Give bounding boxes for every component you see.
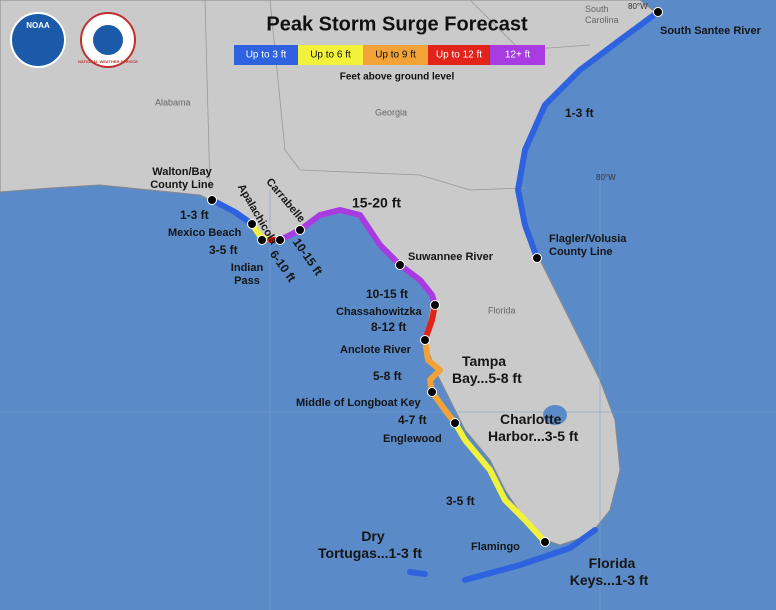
- legend-label: 12+ ft: [505, 50, 531, 61]
- location-label: Indian Pass: [231, 262, 264, 287]
- location-label: Anclote River: [340, 344, 412, 356]
- surge-amount: 3-5 ft: [209, 243, 238, 257]
- location-label: Flagler/Volusia County Line: [549, 233, 627, 258]
- nws-text: NATIONAL WEATHER SERVICE: [78, 59, 138, 64]
- surge-segment: [209, 197, 255, 227]
- legend: Up to 3 ft Up to 6 ft Up to 9 ft Up to 12 f…: [234, 45, 545, 65]
- label-line: County Line: [549, 246, 613, 258]
- label-line: Harbor...3-5 ft: [488, 428, 579, 444]
- label-line: Flagler/Volusia: [549, 233, 627, 245]
- surge-amount: 1-3 ft: [180, 208, 209, 222]
- location-label: Walton/Bay County Line: [150, 166, 214, 191]
- label-line: County Line: [150, 179, 214, 191]
- noaa-text: NOAA: [26, 21, 50, 30]
- location-label: Middle of Longboat Key: [296, 397, 422, 409]
- surge-segment: [422, 337, 443, 395]
- label-line: Bay...5-8 ft: [452, 370, 522, 386]
- surge-segment: [422, 302, 438, 343]
- state-label: South Carolina: [585, 4, 619, 25]
- surge-segment: [462, 527, 598, 583]
- label-line: Dry: [361, 528, 385, 544]
- surge-amount: 1-3 ft: [565, 106, 594, 120]
- surge-amount: 15-20 ft: [352, 195, 401, 211]
- graticule: [0, 170, 776, 610]
- surge-amount: 8-12 ft: [371, 320, 406, 334]
- location-label: Charlotte Harbor...3-5 ft: [488, 411, 579, 444]
- surge-amount: 4-7 ft: [398, 413, 427, 427]
- breakpoint: [430, 300, 440, 310]
- breakpoint: [450, 418, 460, 428]
- label-line: Indian: [231, 262, 264, 274]
- lake-okeechobee: [543, 405, 567, 425]
- legend-label: Up to 6 ft: [310, 50, 351, 61]
- label-line: Keys...1-3 ft: [570, 572, 649, 588]
- location-label: Dry Tortugas...1-3 ft: [318, 528, 422, 561]
- longitude-label: 80°W: [628, 2, 648, 11]
- breakpoint: [427, 387, 437, 397]
- location-label: Suwannee River: [408, 251, 494, 263]
- location-label: Mexico Beach: [168, 227, 242, 239]
- legend-swatch: [234, 45, 298, 65]
- breakpoint: [420, 335, 430, 345]
- legend-label: Up to 12 ft: [436, 50, 482, 61]
- state-label-line: South: [585, 4, 609, 14]
- surge-segment: [407, 569, 428, 577]
- legend-swatch: [490, 45, 545, 65]
- breakpoint: [395, 260, 405, 270]
- surge-segment: [452, 420, 548, 545]
- nws-logo-inner: [93, 25, 123, 55]
- label-line: Walton/Bay: [152, 166, 212, 178]
- noaa-logo: [10, 12, 66, 68]
- breakpoint: [275, 235, 285, 245]
- breakpoint: [532, 253, 542, 263]
- surge-lines: [209, 9, 661, 583]
- location-label: Englewood: [383, 433, 442, 445]
- label-line: Charlotte: [500, 411, 562, 427]
- title: Peak Storm Surge Forecast: [266, 13, 528, 35]
- points: [207, 7, 663, 547]
- location-label: South Santee River: [660, 25, 762, 37]
- legend-swatch: [428, 45, 490, 65]
- surge-amount: 5-8 ft: [373, 369, 402, 383]
- surge-segment: [429, 389, 458, 426]
- breakpoint: [207, 195, 217, 205]
- surge-segment: [277, 207, 438, 308]
- surge-amount: 10-15 ft: [366, 287, 408, 301]
- longitude-label: 80°W: [596, 173, 616, 182]
- breakpoint: [257, 235, 267, 245]
- breakpoint: [540, 537, 550, 547]
- legend-swatch: [298, 45, 363, 65]
- label-line: Tampa: [462, 353, 506, 369]
- state-label: Florida: [488, 305, 516, 315]
- surge-segment: [515, 9, 661, 261]
- legend-note: Feet above ground level: [340, 72, 455, 83]
- state-label: Georgia: [375, 107, 407, 117]
- legend-swatch: [363, 45, 428, 65]
- location-label: Chassahowitzka: [336, 306, 422, 318]
- surge-amount: 3-5 ft: [446, 494, 475, 508]
- location-label: Florida Keys...1-3 ft: [570, 555, 649, 588]
- label-line: Pass: [234, 275, 260, 287]
- label-line: Tortugas...1-3 ft: [318, 545, 422, 561]
- legend-label: Up to 9 ft: [375, 50, 416, 61]
- label-line: Florida: [589, 555, 636, 571]
- location-label: Tampa Bay...5-8 ft: [452, 353, 522, 386]
- state-label: Alabama: [155, 97, 191, 107]
- state-label-line: Carolina: [585, 15, 619, 25]
- breakpoint: [247, 219, 257, 229]
- breakpoint: [295, 225, 305, 235]
- location-label: Flamingo: [471, 541, 520, 553]
- breakpoint: [653, 7, 663, 17]
- legend-label: Up to 3 ft: [246, 50, 287, 61]
